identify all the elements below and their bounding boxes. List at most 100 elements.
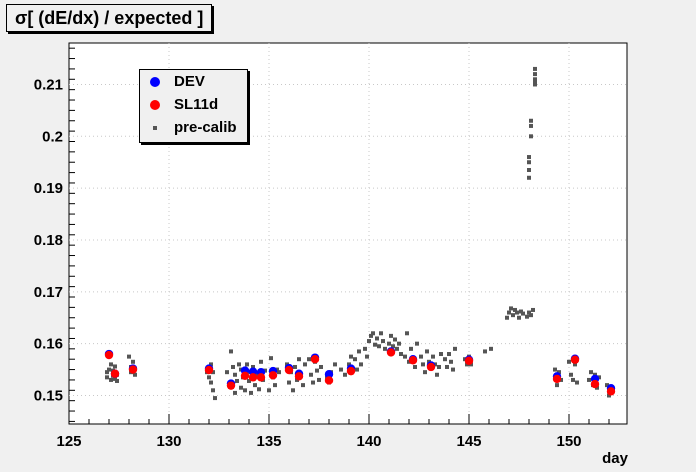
point-pre-calib (303, 362, 307, 367)
point-pre-calib (439, 352, 443, 357)
point-sl11d (294, 372, 304, 381)
legend-label-pre-calib: pre-calib (174, 119, 237, 136)
point-pre-calib (225, 370, 229, 375)
point-pre-calib (513, 307, 517, 312)
point-pre-calib (307, 357, 311, 362)
point-pre-calib (529, 118, 533, 123)
point-pre-calib (415, 341, 419, 346)
point-sl11d (590, 379, 600, 389)
point-pre-calib (365, 354, 369, 359)
point-pre-calib (451, 367, 455, 372)
point-sl11d (248, 373, 258, 382)
point-pre-calib (533, 82, 537, 87)
point-pre-calib (517, 315, 521, 320)
point-pre-calib (251, 364, 255, 369)
point-pre-calib (387, 341, 391, 346)
point-pre-calib (445, 364, 449, 369)
point-pre-calib (127, 354, 131, 359)
point-pre-calib (291, 388, 295, 393)
point-pre-calib (379, 331, 383, 336)
point-pre-calib (287, 380, 291, 385)
point-pre-calib (309, 372, 313, 377)
y-tick-label: 0.21 (34, 76, 63, 93)
point-pre-calib (453, 346, 457, 351)
point-pre-calib (207, 375, 211, 380)
point-pre-calib (407, 359, 411, 364)
point-pre-calib (273, 383, 277, 388)
point-sl11d (464, 356, 474, 365)
point-pre-calib (533, 72, 537, 77)
point-pre-calib (419, 354, 423, 359)
legend-item-dev: DEV (140, 72, 247, 92)
point-pre-calib (425, 349, 429, 354)
point-pre-calib (293, 364, 297, 369)
point-sl11d (256, 373, 266, 382)
point-pre-calib (571, 377, 575, 382)
point-pre-calib (575, 380, 579, 385)
point-pre-calib (301, 383, 305, 388)
point-pre-calib (311, 380, 315, 385)
point-pre-calib (107, 367, 111, 372)
point-pre-calib (569, 372, 573, 377)
point-pre-calib (105, 370, 109, 375)
point-pre-calib (397, 341, 401, 346)
point-pre-calib (363, 346, 367, 351)
point-pre-calib (355, 367, 359, 372)
point-pre-calib (343, 372, 347, 377)
legend-label-dev: DEV (174, 73, 205, 90)
legend-item-sl11d: SL11d (140, 95, 247, 115)
point-pre-calib (229, 349, 233, 354)
point-pre-calib (557, 370, 561, 375)
point-pre-calib (409, 346, 413, 351)
point-pre-calib (589, 370, 593, 375)
point-pre-calib (447, 352, 451, 357)
point-pre-calib (375, 336, 379, 341)
point-pre-calib (213, 396, 217, 401)
point-pre-calib (413, 364, 417, 369)
point-pre-calib (395, 346, 399, 351)
point-pre-calib (483, 349, 487, 354)
point-pre-calib (489, 346, 493, 351)
point-pre-calib (235, 378, 239, 383)
x-tick-label: 125 (56, 433, 81, 450)
point-pre-calib (263, 368, 267, 373)
point-pre-calib (555, 383, 559, 388)
point-pre-calib (211, 370, 215, 375)
point-pre-calib (529, 134, 533, 139)
point-sl11d (426, 362, 436, 372)
point-sl11d (310, 355, 320, 364)
point-pre-calib (133, 372, 137, 377)
y-tick-label: 0.2 (42, 128, 63, 145)
point-pre-calib (511, 313, 515, 318)
point-pre-calib (527, 155, 531, 160)
point-pre-calib (247, 378, 251, 383)
point-pre-calib (377, 344, 381, 349)
point-pre-calib (527, 160, 531, 165)
point-pre-calib (371, 331, 375, 336)
point-pre-calib (533, 79, 537, 84)
point-sl11d (552, 374, 562, 384)
point-sl11d (570, 355, 580, 364)
point-pre-calib (421, 362, 425, 367)
y-tick-label: 0.17 (34, 284, 63, 301)
point-sl11d (226, 381, 236, 390)
point-sl11d (324, 376, 334, 385)
point-pre-calib (515, 310, 519, 315)
point-pre-calib (605, 383, 609, 388)
point-pre-calib (509, 306, 513, 311)
y-tick-label: 0.18 (34, 232, 63, 249)
point-pre-calib (527, 175, 531, 180)
legend-marker-sl11d (150, 100, 160, 110)
point-pre-calib (393, 337, 397, 342)
x-tick-label: 150 (556, 433, 581, 450)
point-pre-calib (449, 359, 453, 364)
point-pre-calib (527, 310, 531, 315)
point-pre-calib (389, 333, 393, 338)
point-pre-calib (519, 309, 523, 314)
point-sl11d (110, 369, 120, 378)
point-pre-calib (597, 375, 601, 380)
point-pre-calib (209, 380, 213, 385)
point-pre-calib (437, 364, 441, 369)
legend-item-pre-calib: pre-calib (140, 118, 247, 138)
